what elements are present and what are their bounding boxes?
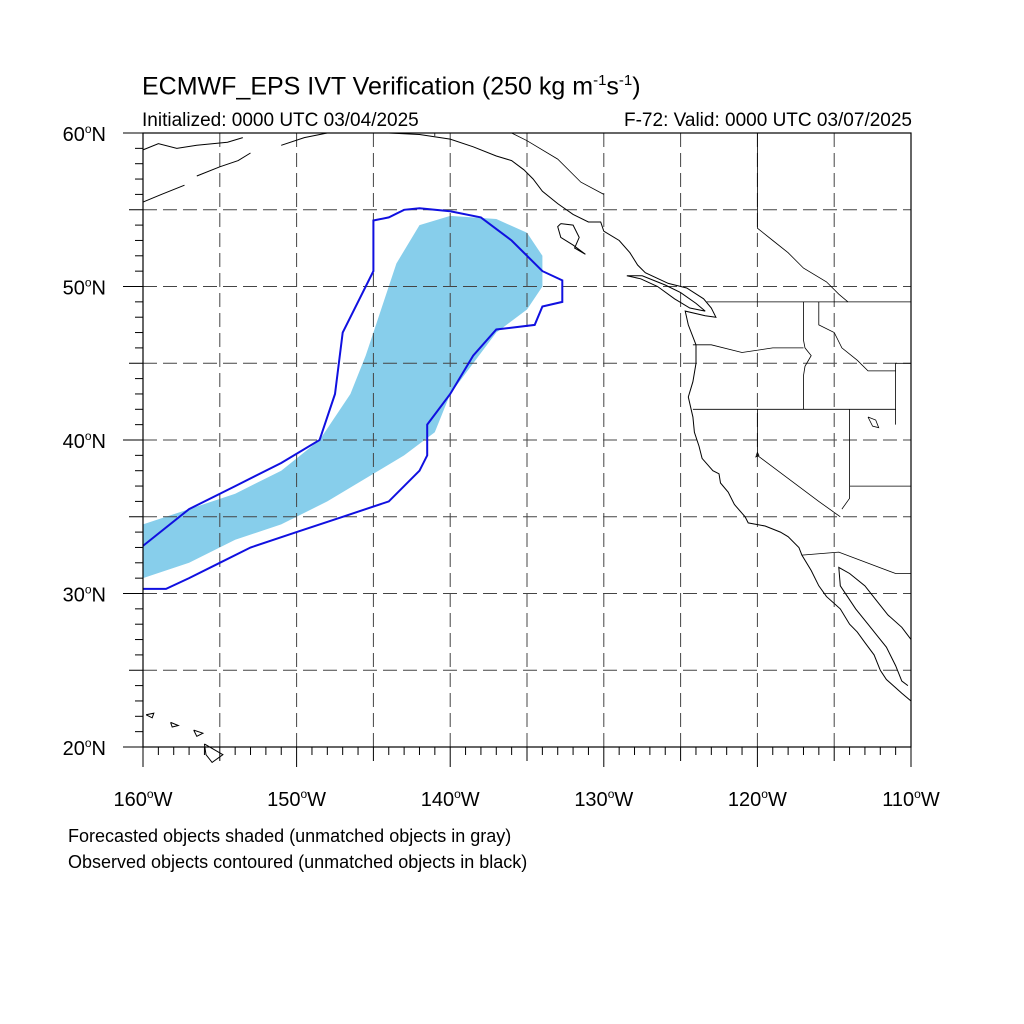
forecast-object [143,215,543,579]
coastline [557,223,586,255]
footnote-observed: Observed objects contoured (unmatched ob… [68,852,528,872]
longitude-label: 110oW [882,787,940,811]
lake-outline [867,416,880,429]
coastline [170,721,180,728]
geography-layer [142,132,912,764]
title-text: ECMWF_EPS IVT Verification (250 kg m [142,72,594,101]
map-frame-layer [123,132,912,767]
political-boundary [841,409,850,510]
valid-time: F-72: Valid: 0000 UTC 03/07/2025 [624,110,912,131]
map-title: ECMWF_EPS IVT Verification (250 kg m-1s-… [142,72,641,101]
coastline [203,743,224,764]
footnote-forecast: Forecasted objects shaded (unmatched obj… [68,826,512,846]
axis-labels-layer: 60oN 50oN 40oN 30oN 20oN 160oW 150oW 140oW 130oW… [63,122,940,811]
coastline [193,729,205,737]
political-boundary [692,344,804,353]
title-exponent: -1 [593,72,607,89]
coastline [145,712,155,719]
observed-objects-layer [142,207,564,590]
latitude-label: 20oN [63,736,106,760]
forecast-objects-layer [143,215,543,579]
coastline [196,152,251,177]
longitude-label: 150oW [267,787,326,811]
title-text-unit: s [606,72,619,101]
coastline [281,132,912,702]
political-boundary [757,133,849,303]
coastline [626,275,706,312]
latitude-label: 60oN [63,122,106,146]
initialized-time: Initialized: 0000 UTC 03/04/2025 [142,110,419,131]
latitude-label: 40oN [63,429,106,453]
longitude-label: 130oW [574,787,633,811]
coastline [142,184,185,203]
latitude-label: 30oN [63,583,106,607]
title-exponent: -1 [618,72,633,89]
lake-outline [755,452,760,458]
gridlines-layer [143,133,911,747]
political-boundary [803,301,812,410]
political-boundary [818,301,896,372]
longitude-label: 120oW [728,787,787,811]
political-boundary [511,132,604,195]
observed-object [142,207,564,590]
political-boundary [757,409,841,518]
coastline [142,137,243,151]
longitude-label: 140oW [421,787,480,811]
longitude-label: 160oW [114,787,173,811]
political-boundary [801,551,911,574]
latitude-label: 50oN [63,276,106,300]
coastline [838,566,912,686]
title-text-close: ) [632,72,641,101]
